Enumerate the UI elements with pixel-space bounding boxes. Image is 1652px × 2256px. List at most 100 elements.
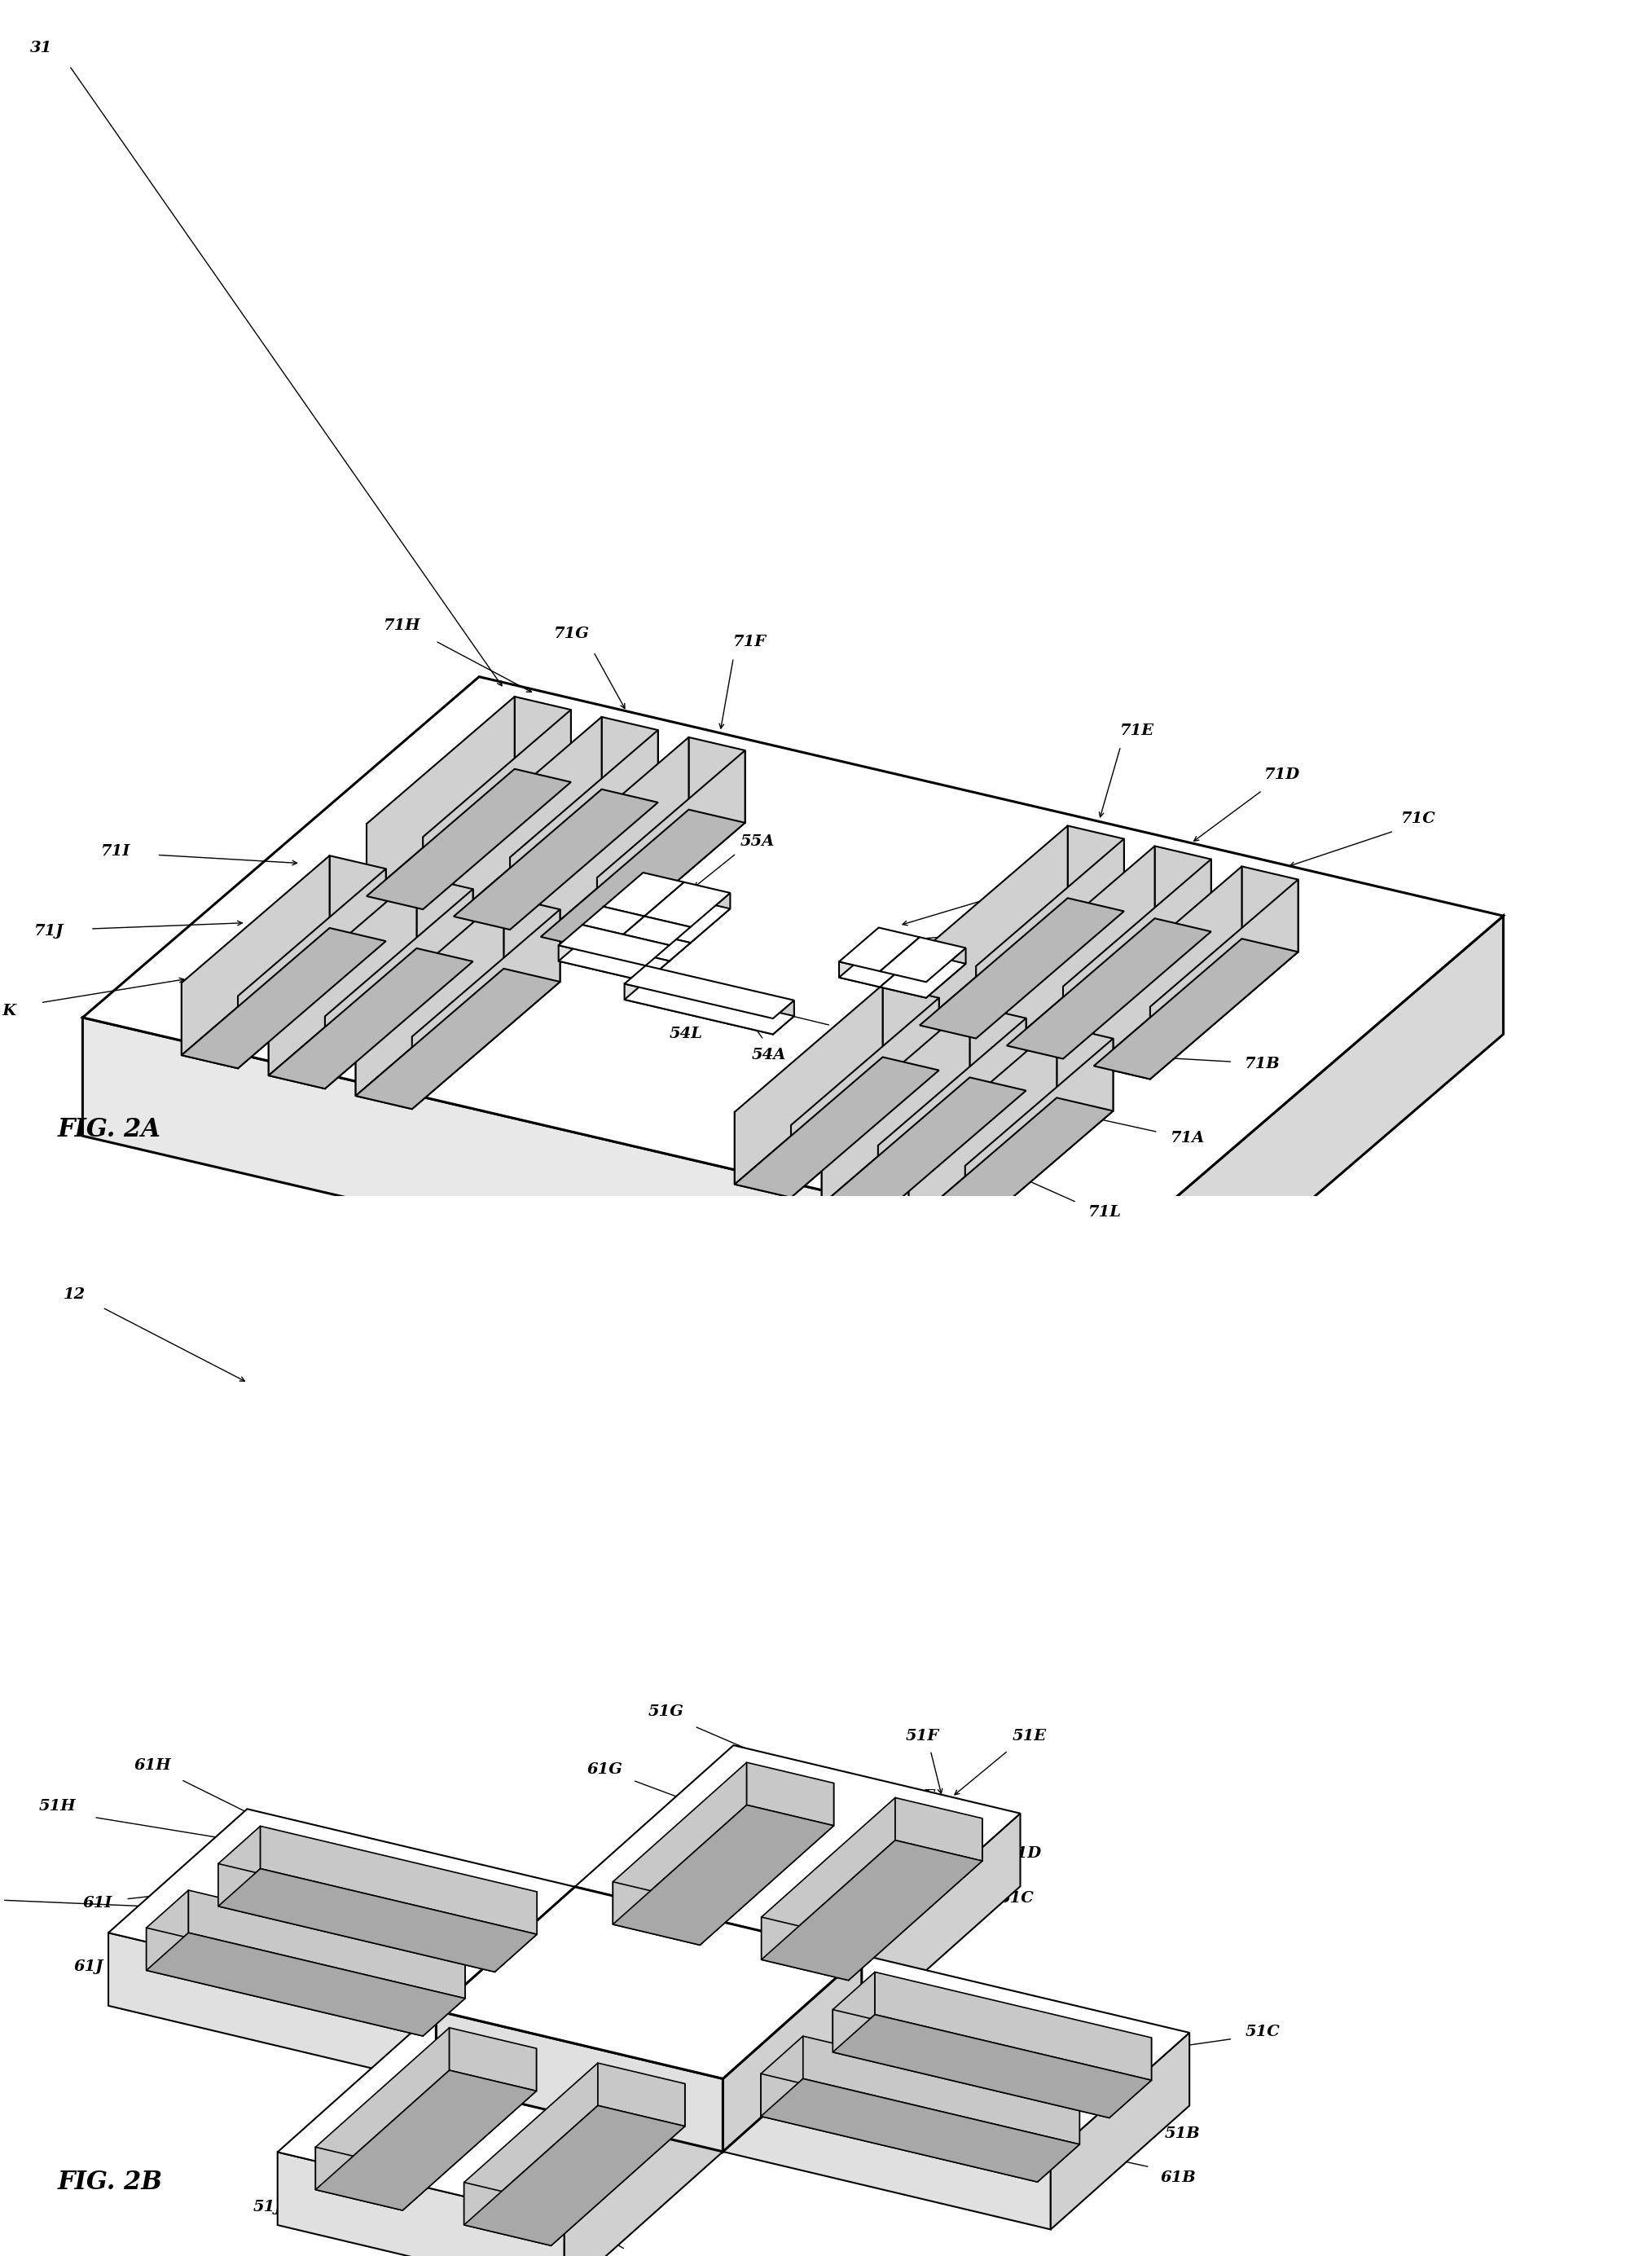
- Polygon shape: [839, 943, 920, 988]
- Text: 12: 12: [63, 1286, 86, 1302]
- Text: 71B: 71B: [1244, 1056, 1280, 1072]
- Polygon shape: [238, 869, 387, 1069]
- Polygon shape: [762, 1918, 849, 1981]
- Polygon shape: [644, 898, 730, 943]
- Polygon shape: [920, 898, 1123, 1038]
- Text: 71K: 71K: [0, 1004, 17, 1017]
- Polygon shape: [762, 1841, 983, 1981]
- Text: FIG. 2B: FIG. 2B: [58, 2170, 164, 2195]
- Polygon shape: [558, 925, 669, 966]
- Polygon shape: [762, 1798, 895, 1960]
- Polygon shape: [965, 1038, 1113, 1239]
- Text: 55A: 55A: [740, 835, 775, 848]
- Polygon shape: [109, 1809, 575, 2010]
- Polygon shape: [881, 936, 920, 988]
- Polygon shape: [601, 717, 657, 803]
- Polygon shape: [909, 1153, 965, 1239]
- Text: 51J: 51J: [253, 2200, 282, 2215]
- Text: 56A: 56A: [672, 796, 707, 812]
- Text: 56B: 56B: [1042, 866, 1077, 882]
- Polygon shape: [325, 889, 472, 1090]
- Text: 54L: 54L: [669, 1026, 704, 1040]
- Polygon shape: [423, 711, 572, 909]
- Polygon shape: [182, 984, 238, 1069]
- Polygon shape: [411, 909, 560, 1110]
- Polygon shape: [881, 936, 966, 981]
- Polygon shape: [454, 717, 601, 916]
- Polygon shape: [1150, 880, 1298, 1078]
- Text: 56L: 56L: [509, 871, 542, 887]
- Polygon shape: [269, 875, 416, 1076]
- Polygon shape: [762, 2037, 803, 2116]
- Polygon shape: [603, 889, 684, 932]
- Polygon shape: [1094, 938, 1298, 1078]
- Polygon shape: [1094, 993, 1150, 1078]
- Polygon shape: [515, 697, 572, 783]
- Polygon shape: [724, 1956, 1189, 2157]
- Polygon shape: [218, 1863, 496, 1972]
- Polygon shape: [1094, 866, 1242, 1065]
- Text: 71G: 71G: [553, 627, 590, 641]
- Text: 57A: 57A: [492, 812, 527, 826]
- Polygon shape: [803, 2037, 1080, 2145]
- Text: 51C: 51C: [1246, 2026, 1280, 2039]
- Polygon shape: [791, 997, 938, 1198]
- Polygon shape: [147, 1891, 188, 1969]
- Polygon shape: [416, 875, 472, 961]
- Polygon shape: [881, 972, 927, 997]
- Text: 61G: 61G: [586, 1762, 623, 1778]
- Polygon shape: [689, 738, 745, 823]
- Polygon shape: [269, 948, 472, 1090]
- Polygon shape: [623, 916, 644, 950]
- Text: 61B: 61B: [1160, 2170, 1196, 2186]
- Polygon shape: [598, 2062, 686, 2125]
- Polygon shape: [558, 941, 669, 981]
- Polygon shape: [970, 1006, 1026, 1090]
- Polygon shape: [558, 945, 646, 981]
- Polygon shape: [881, 952, 966, 997]
- Text: 71J: 71J: [35, 925, 64, 938]
- Text: 51K: 51K: [416, 2089, 453, 2103]
- Polygon shape: [762, 2078, 1080, 2182]
- Polygon shape: [821, 1078, 1026, 1218]
- Text: 61D: 61D: [1006, 1845, 1041, 1861]
- Polygon shape: [833, 2010, 1110, 2118]
- Text: 54B: 54B: [833, 1029, 869, 1042]
- Polygon shape: [623, 916, 691, 945]
- Polygon shape: [540, 864, 596, 950]
- Polygon shape: [182, 927, 387, 1069]
- Polygon shape: [464, 2105, 686, 2245]
- Polygon shape: [724, 2078, 1051, 2229]
- Polygon shape: [623, 934, 669, 961]
- Polygon shape: [909, 1026, 1057, 1225]
- Polygon shape: [218, 1825, 261, 1906]
- Text: 71A: 71A: [1171, 1130, 1204, 1146]
- Text: 51H: 51H: [40, 1798, 76, 1814]
- Text: 61K: 61K: [210, 1994, 244, 2010]
- Polygon shape: [188, 1891, 466, 1999]
- Polygon shape: [552, 2085, 686, 2245]
- Text: 51E: 51E: [1013, 1728, 1047, 1744]
- Polygon shape: [849, 1818, 983, 1981]
- Polygon shape: [355, 968, 560, 1110]
- Polygon shape: [646, 945, 669, 981]
- Polygon shape: [436, 1886, 862, 2078]
- Polygon shape: [821, 1006, 970, 1205]
- Polygon shape: [927, 948, 966, 997]
- Polygon shape: [644, 882, 684, 932]
- Polygon shape: [454, 790, 657, 929]
- Text: 61C: 61C: [999, 1891, 1034, 1906]
- Text: 61E: 61E: [902, 1789, 935, 1805]
- Text: 71L: 71L: [1089, 1205, 1122, 1218]
- Polygon shape: [540, 738, 689, 936]
- Polygon shape: [367, 769, 572, 909]
- Text: 31: 31: [30, 41, 53, 54]
- Polygon shape: [624, 981, 795, 1033]
- Polygon shape: [839, 927, 920, 972]
- Polygon shape: [147, 1933, 466, 2035]
- Polygon shape: [833, 2015, 1151, 2118]
- Polygon shape: [1067, 826, 1123, 911]
- Text: 51A: 51A: [565, 2236, 600, 2249]
- Polygon shape: [278, 2152, 565, 2256]
- Polygon shape: [735, 986, 882, 1184]
